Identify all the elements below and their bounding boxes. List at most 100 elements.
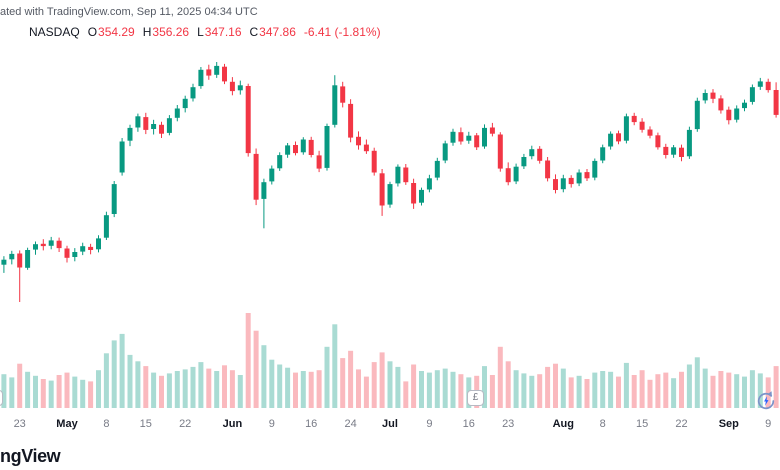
volume-bar [363,376,369,408]
candle-body [80,246,86,252]
high-value: 356.26 [152,25,190,39]
refresh-button[interactable] [755,390,777,412]
volume-bar [631,375,637,408]
candle-body [765,81,771,91]
candle-body [222,66,227,82]
candle-body [655,135,661,148]
candle-body [568,177,574,185]
volume-bar [340,358,346,408]
x-axis-label: 24 [344,418,356,430]
candle-body [48,240,54,246]
volume-bar [663,372,669,408]
candle-body [33,244,38,250]
candle-body [166,118,172,133]
candle-body [285,145,291,155]
volume-bar [545,366,551,408]
x-axis-label: Jul [382,418,398,430]
volume-bar [229,370,235,408]
volume-bar [379,352,385,408]
volume-bar [679,371,684,408]
volume-bar [773,366,779,408]
candle-body [96,238,101,250]
candle-body [616,133,621,142]
volume-bar [765,377,771,408]
volume-bar [245,313,251,408]
volume-bar [190,366,196,408]
candle-body [686,129,692,157]
volume-bar [277,364,283,408]
candle-body [757,81,763,87]
volume-bar [411,364,417,408]
event-badge[interactable]: £ [467,390,484,406]
open-label: O [87,25,98,39]
x-axis-label: 9 [269,418,275,430]
volume-bar [143,366,149,408]
candle-body [379,173,385,206]
volume-bar [616,376,621,408]
candle-body [198,69,204,87]
candle-body [773,90,779,115]
candle-body [387,184,393,205]
candle-body [1,259,7,265]
volume-bar [308,371,314,408]
change-value: -6.41 (-1.81%) [303,25,381,39]
candle-body [206,69,212,76]
candle-body [182,98,188,109]
volume-bar [608,371,614,408]
volume-bar [269,359,275,408]
volume-bar [497,346,503,408]
candle-body [529,149,535,157]
candle-body [9,253,15,260]
high-label: H [142,25,152,39]
symbol-name: NASDAQ [29,25,80,39]
volume-bar [33,375,38,408]
volume-bar [537,374,543,408]
candle-body [174,108,180,118]
volume-bar [206,368,212,408]
candle-body [403,167,409,183]
candle-body [608,133,614,147]
candle-body [702,93,708,101]
volume-bar [450,371,456,408]
volume-bar [174,371,180,408]
volume-bar [458,374,464,408]
attribution-text: ated with TradingView.com, Sep 11, 2025 … [0,6,258,18]
volume-bar [103,353,109,408]
volume-bar [316,370,322,408]
event-badge[interactable] [0,390,3,406]
volume-bar [742,376,747,408]
candle-body [576,172,582,184]
volume-bar [348,350,354,408]
candle-body [434,160,440,178]
tradingview-logo[interactable]: ngView [0,446,61,466]
x-axis-label: 15 [636,418,648,430]
x-axis-label: Aug [553,418,574,430]
volume-bar [88,381,94,408]
candle-body [458,132,464,142]
volume-bar [300,371,306,408]
volume-bar [671,378,677,408]
candle-body [553,179,558,190]
volume-bar [293,372,298,408]
candle-body [482,127,487,147]
volume-bar [623,362,629,408]
candle-body [513,166,519,182]
x-axis-label: Jun [223,418,243,430]
volume-bar [419,371,424,408]
candle-body [450,131,456,143]
candle-body [631,115,637,123]
volume-bar [710,375,716,408]
candle-body [497,134,503,169]
volume-bar [25,371,31,408]
candle-body [229,81,235,92]
candle-body [261,182,267,199]
candle-body [710,92,716,99]
volume-bar [387,361,393,408]
candle-body [277,155,283,169]
candle-body [103,215,109,238]
ohlc-close: C 347.86 [250,25,296,39]
candle-body [190,87,196,99]
candle-body [293,145,298,154]
volume-bar [166,373,172,408]
